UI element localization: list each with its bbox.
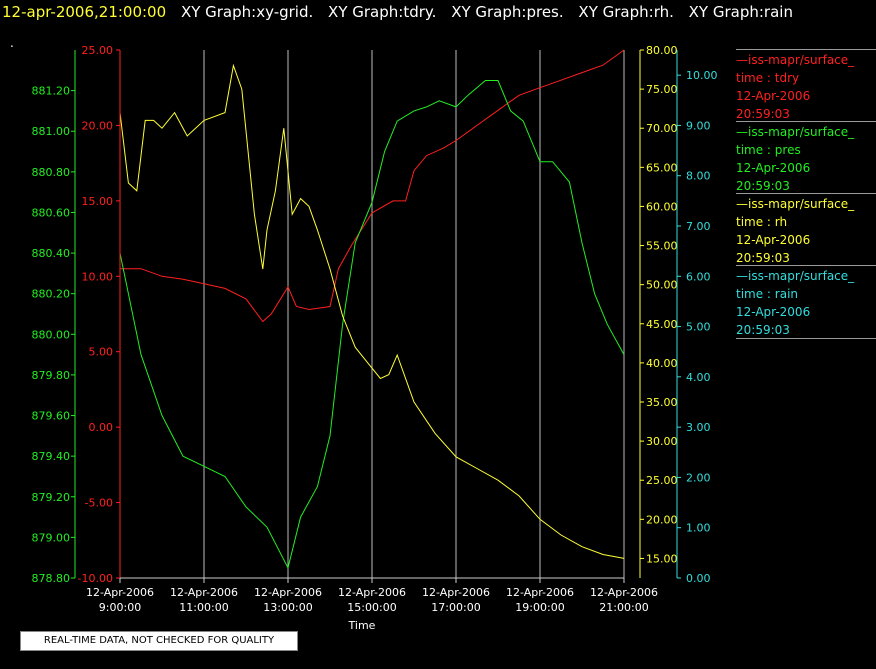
legend-date: 12-Apr-2006 [736,305,811,319]
tick-label-rh: 70.00 [646,122,678,135]
x-tick-label-time: 19:00:00 [515,601,564,614]
x-tick-label-date: 12-Apr-2006 [590,586,658,599]
tick-label-tdry: 20.00 [82,119,114,132]
legend-date: 12-Apr-2006 [736,233,811,247]
tick-label-rain: 4.00 [686,371,711,384]
tick-label-rain: 6.00 [686,270,711,283]
marker-dot: . [10,36,14,50]
tick-label-pres: 878.80 [32,572,71,585]
tick-label-rain: 10.00 [686,69,718,82]
legend-series-name: —iss-mapr/surface_ [736,269,855,283]
tick-label-rh: 20.00 [646,513,678,526]
legend-series-label: time : pres [736,143,801,157]
tick-label-tdry: 25.00 [82,44,114,57]
x-tick-label-date: 12-Apr-2006 [338,586,406,599]
disclaimer-label: REAL-TIME DATA, NOT CHECKED FOR QUALITY [20,631,298,651]
title-bar: 12-apr-2006,21:00:00 XY Graph:xy-grid. X… [2,2,793,26]
tick-label-tdry: 10.00 [82,270,114,283]
tick-label-rh: 35.00 [646,396,678,409]
tick-label-rain: 0.00 [686,572,711,585]
legend-separator [736,265,876,266]
x-tick-label-date: 12-Apr-2006 [254,586,322,599]
series-line-tdry [120,49,625,323]
tick-label-tdry: -10.00 [78,572,113,585]
legend-separator [736,193,876,194]
legend-separator [736,49,876,50]
legend-series-name: —iss-mapr/surface_ [736,125,855,139]
legend-time: 20:59:03 [736,251,790,265]
legend-item-pres: —iss-mapr/surface_ time : pres 12-Apr-20… [736,121,876,195]
tick-label-rain: 7.00 [686,220,711,233]
tick-label-pres: 880.60 [32,206,71,219]
tick-label-rain: 3.00 [686,421,711,434]
legend-time: 20:59:03 [736,323,790,337]
legend-item-rh: —iss-mapr/surface_ time : rh 12-Apr-2006… [736,193,876,267]
x-tick-label-time: 21:00:00 [599,601,648,614]
tick-label-pres: 881.20 [32,85,71,98]
legend-time: 20:59:03 [736,179,790,193]
series-line-rh [119,63,625,559]
timestamp: 12-apr-2006,21:00:00 [2,3,167,21]
tick-label-rh: 45.00 [646,318,678,331]
tick-label-pres: 881.00 [32,125,71,138]
tick-label-tdry: 5.00 [89,346,114,359]
graph-title-rain: XY Graph:rain [688,3,793,21]
tick-label-pres: 880.20 [32,288,71,301]
tick-label-rh: 55.00 [646,240,678,253]
tick-label-rain: 1.00 [686,522,711,535]
tick-label-rh: 60.00 [646,200,678,213]
tick-label-tdry: 15.00 [82,195,114,208]
legend-time: 20:59:03 [736,107,790,121]
legend-item-tdry: —iss-mapr/surface_ time : tdry 12-Apr-20… [736,49,876,123]
legend-series-name: —iss-mapr/surface_ [736,197,855,211]
tick-label-rh: 65.00 [646,161,678,174]
tick-label-pres: 879.40 [32,450,71,463]
tick-label-rh: 40.00 [646,357,678,370]
tick-label-pres: 879.80 [32,369,71,382]
tick-label-rh: 75.00 [646,83,678,96]
x-tick-label-time: 9:00:00 [99,601,141,614]
x-axis-label: Time [348,619,376,632]
graph-title-xy-grid: XY Graph:xy-grid. [180,3,314,21]
tick-label-rh: 25.00 [646,474,678,487]
tick-label-tdry: 0.00 [89,421,114,434]
tick-label-rh: 50.00 [646,279,678,292]
legend-series-label: time : rh [736,215,788,229]
tick-label-pres: 880.80 [32,166,71,179]
tick-label-pres: 879.60 [32,410,71,423]
tick-label-rain: 9.00 [686,119,711,132]
tick-label-pres: 880.00 [32,328,71,341]
tick-label-rain: 5.00 [686,321,711,334]
tick-label-pres: 879.20 [32,491,71,504]
legend-date: 12-Apr-2006 [736,89,811,103]
x-tick-label-time: 13:00:00 [263,601,312,614]
legend-series-label: time : tdry [736,71,800,85]
x-tick-label-date: 12-Apr-2006 [422,586,490,599]
legend-date: 12-Apr-2006 [736,161,811,175]
tick-label-pres: 879.00 [32,531,71,544]
x-tick-label-time: 17:00:00 [431,601,480,614]
legend-item-rain: —iss-mapr/surface_ time : rain 12-Apr-20… [736,265,876,339]
x-tick-label-date: 12-Apr-2006 [170,586,238,599]
legend-end-separator [736,338,876,339]
tick-label-tdry: -5.00 [85,497,113,510]
tick-label-rain: 8.00 [686,170,711,183]
tick-label-rain: 2.00 [686,471,711,484]
graph-title-pres: XY Graph:pres. [451,3,564,21]
legend-series-label: time : rain [736,287,799,301]
legend-series-name: —iss-mapr/surface_ [736,53,855,67]
legend-separator [736,121,876,122]
tick-label-pres: 880.40 [32,247,71,260]
graph-title-rh: XY Graph:rh. [578,3,674,21]
series-line-pres [119,80,625,570]
tick-label-rh: 15.00 [646,552,678,565]
x-tick-label-date: 12-Apr-2006 [86,586,154,599]
tick-label-rh: 30.00 [646,435,678,448]
x-tick-label-time: 11:00:00 [179,601,228,614]
x-tick-label-time: 15:00:00 [347,601,396,614]
tick-label-rh: 80.00 [646,44,678,57]
graph-title-tdry: XY Graph:tdry. [328,3,437,21]
x-tick-label-date: 12-Apr-2006 [506,586,574,599]
